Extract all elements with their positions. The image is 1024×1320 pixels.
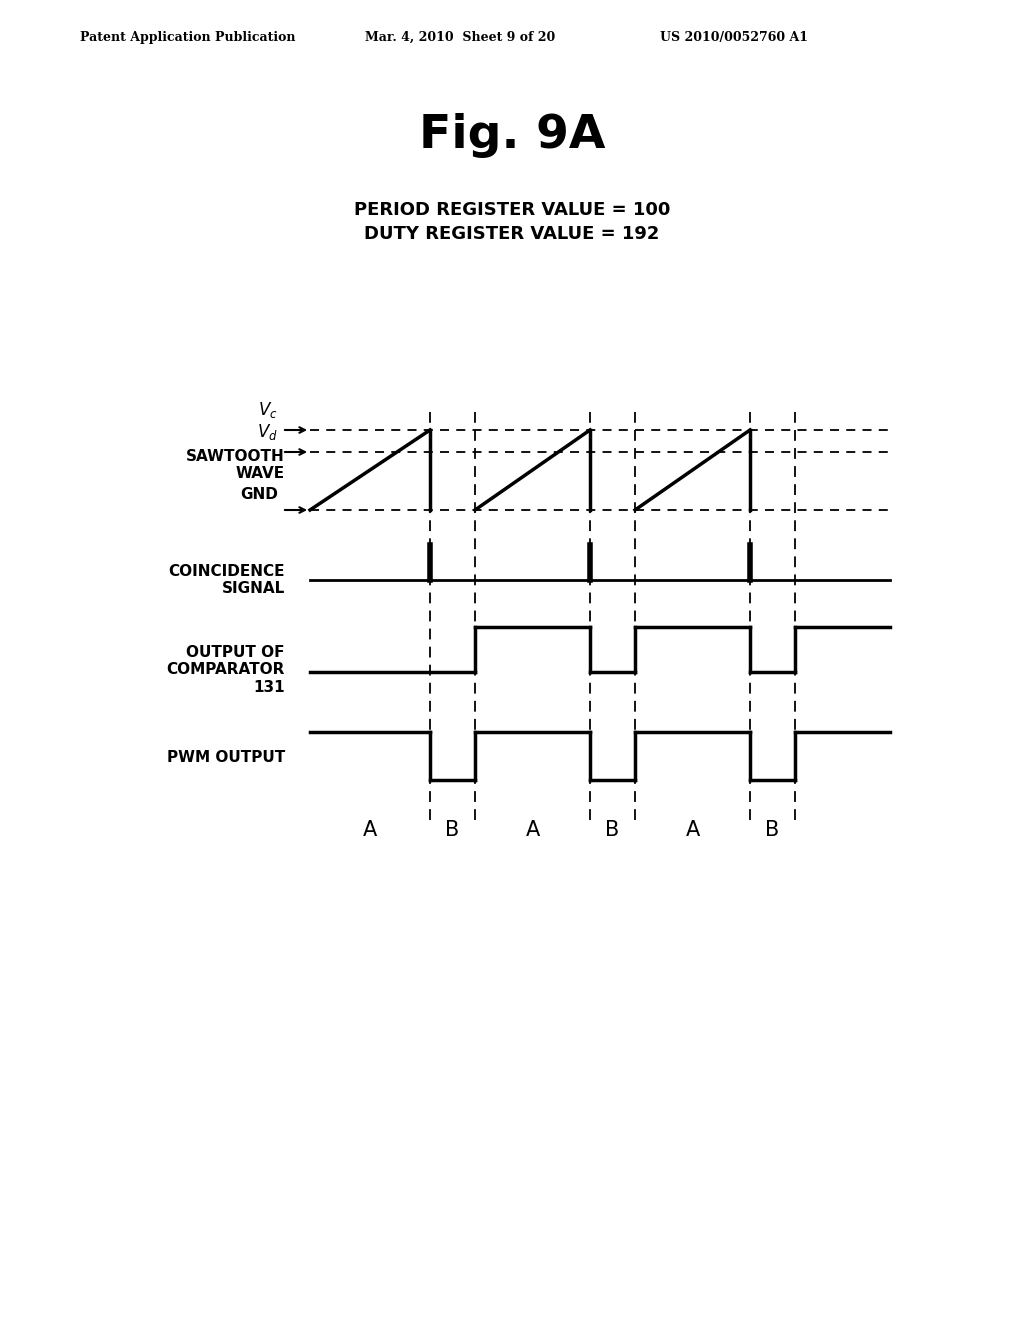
Text: COINCIDENCE
SIGNAL: COINCIDENCE SIGNAL	[169, 564, 285, 597]
Text: PWM OUTPUT: PWM OUTPUT	[167, 750, 285, 764]
Text: Fig. 9A: Fig. 9A	[419, 112, 605, 157]
Text: B: B	[605, 820, 620, 840]
Text: B: B	[765, 820, 779, 840]
Text: DUTY REGISTER VALUE = 192: DUTY REGISTER VALUE = 192	[365, 224, 659, 243]
Text: Patent Application Publication: Patent Application Publication	[80, 30, 296, 44]
Text: PERIOD REGISTER VALUE = 100: PERIOD REGISTER VALUE = 100	[354, 201, 670, 219]
Text: GND: GND	[240, 487, 278, 502]
Text: A: A	[685, 820, 699, 840]
Text: US 2010/0052760 A1: US 2010/0052760 A1	[660, 30, 808, 44]
Text: Mar. 4, 2010  Sheet 9 of 20: Mar. 4, 2010 Sheet 9 of 20	[365, 30, 555, 44]
Text: $V_d$: $V_d$	[257, 422, 278, 442]
Text: A: A	[525, 820, 540, 840]
Text: A: A	[362, 820, 377, 840]
Text: SAWTOOTH
WAVE: SAWTOOTH WAVE	[186, 449, 285, 482]
Text: $V_c$: $V_c$	[258, 400, 278, 420]
Text: OUTPUT OF
COMPARATOR
131: OUTPUT OF COMPARATOR 131	[167, 645, 285, 694]
Text: B: B	[445, 820, 460, 840]
